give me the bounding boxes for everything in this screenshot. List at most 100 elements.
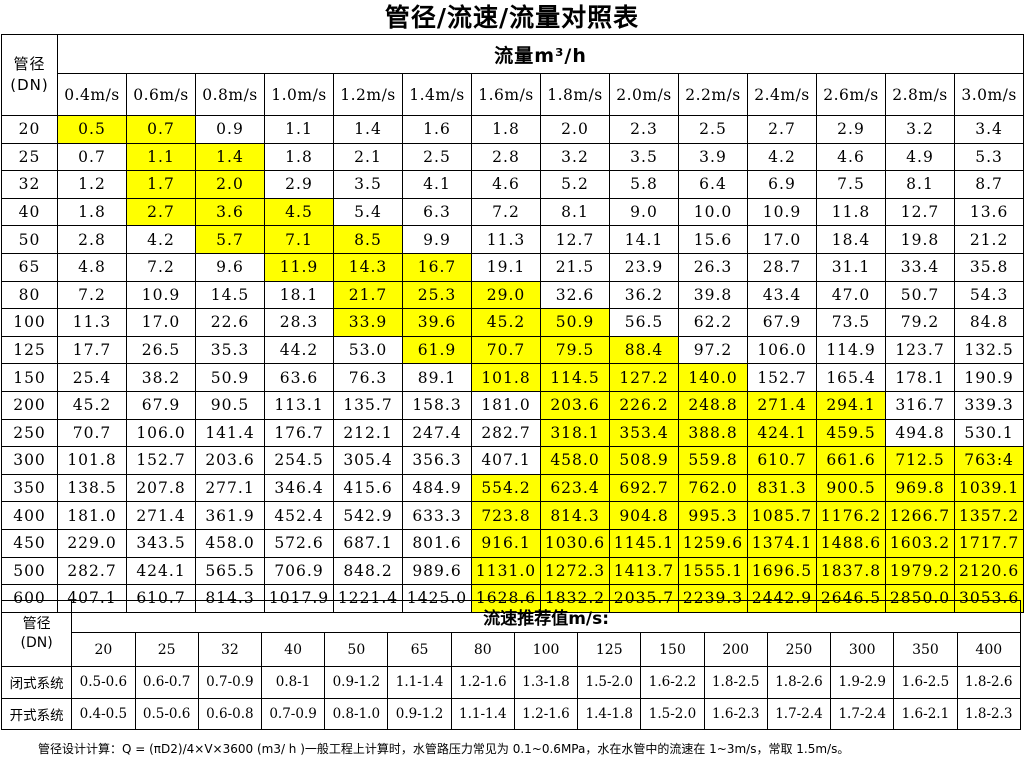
- flow-value: 10.9: [126, 280, 196, 310]
- flow-value: 1.4: [333, 115, 403, 144]
- flow-value: 63.6: [264, 363, 334, 392]
- dn-header: 350: [893, 632, 958, 667]
- page-title: 管径/流速/流量对照表: [384, 3, 640, 32]
- flow-value: 25.4: [57, 363, 127, 392]
- velocity-range: 1.8-2.3: [956, 697, 1022, 730]
- flow-value: 7.2: [126, 252, 196, 282]
- velocity-header: 2.6m/s: [816, 73, 886, 116]
- flow-value: 3.5: [333, 170, 403, 199]
- flow-value: 565.5: [195, 556, 265, 586]
- flow-value: 158.3: [402, 390, 472, 420]
- velocity-header: 2.4m/s: [747, 73, 817, 116]
- flow-value: 1.8: [264, 142, 334, 172]
- flow-value: 4.6: [816, 142, 886, 172]
- flow-value: 6.3: [402, 197, 472, 227]
- dn-corner-label-line: 管径: [13, 55, 46, 73]
- velocity-range: 0.8-1: [260, 666, 326, 699]
- flow-value: 14.5: [195, 280, 265, 310]
- flow-value-highlighted: 70.7: [471, 335, 541, 365]
- table-row: 150 25.4 38.2 50.9 63.6 76.3 89.1 101.8 114.5 127…: [1, 363, 1024, 392]
- flow-value-highlighted: 2120.6: [953, 556, 1024, 586]
- flow-value: 254.5: [264, 446, 334, 475]
- flow-value-highlighted: 88.4: [609, 335, 679, 365]
- flow-value: 43.4: [747, 280, 817, 310]
- dn-header: 80: [450, 632, 515, 667]
- dn-cell: 65: [1, 252, 58, 282]
- flow-value-highlighted: 1.4: [195, 142, 265, 172]
- flow-value-highlighted: 25.3: [402, 280, 472, 310]
- flow-value-highlighted: 1.1: [126, 142, 196, 172]
- dn-corner-label: 管径 (DN): [1, 34, 58, 116]
- recommend-header: 流速推荐值m/s:: [71, 600, 1021, 633]
- flow-value-highlighted: 1488.6: [816, 528, 886, 558]
- flow-value: 203.6: [195, 446, 265, 475]
- flow-value: 178.1: [885, 363, 955, 392]
- velocity-range: 1.5-2.0: [577, 666, 642, 699]
- dn-header: 200: [703, 632, 768, 667]
- flow-value-highlighted: 559.8: [678, 446, 748, 475]
- flow-value: 10.9: [747, 197, 817, 227]
- flow-value: 343.5: [126, 528, 196, 558]
- flow-value: 458.0: [195, 528, 265, 558]
- flow-value-highlighted: 1717.7: [953, 528, 1024, 558]
- flow-value: 50.9: [195, 363, 265, 392]
- flow-value: 67.9: [126, 390, 196, 420]
- flow-value: 3.4: [953, 115, 1024, 144]
- dn-cell: 20: [1, 115, 58, 144]
- flow-value: 15.6: [678, 225, 748, 254]
- system-row: 开式系统 0.4-0.5 0.5-0.6 0.6-0.8 0.7-0.9 0.8-1.0 0…: [0, 697, 1022, 730]
- flow-value-highlighted: 916.1: [471, 528, 541, 558]
- flow-value-highlighted: 50.9: [540, 308, 610, 337]
- velocity-range: 1.7-2.4: [830, 697, 895, 730]
- flow-value: 247.4: [402, 418, 472, 448]
- flow-value-highlighted: 1.7: [126, 170, 196, 199]
- flow-value: 452.4: [264, 501, 334, 530]
- velocity-header: 1.8m/s: [540, 73, 610, 116]
- dn-header: 300: [830, 632, 895, 667]
- flow-value: 5.2: [540, 170, 610, 199]
- flow-value: 18.1: [264, 280, 334, 310]
- flow-value: 45.2: [57, 390, 127, 420]
- dn-cell: 25: [1, 142, 58, 172]
- flow-value: 19.8: [885, 225, 955, 254]
- flow-value-highlighted: 0.5: [57, 115, 127, 144]
- flow-value: 7.2: [57, 280, 127, 310]
- flow-value: 229.0: [57, 528, 127, 558]
- velocity-header: 1.0m/s: [264, 73, 334, 116]
- flow-value: 53.0: [333, 335, 403, 365]
- flow-value-highlighted: 904.8: [609, 501, 679, 530]
- flow-value: 12.7: [885, 197, 955, 227]
- flow-value-highlighted: 814.3: [540, 501, 610, 530]
- flow-value-highlighted: 14.3: [333, 252, 403, 282]
- table-row: 450 229.0 343.5 458.0 572.6 687.1 801.6 916.1 10…: [1, 528, 1024, 558]
- velocity-header: 0.8m/s: [195, 73, 265, 116]
- flow-value-highlighted: 1979.2: [885, 556, 955, 586]
- flow-value: 2.9: [264, 170, 334, 199]
- flow-value: 11.3: [471, 225, 541, 254]
- flow-value-highlighted: 271.4: [747, 390, 817, 420]
- velocity-range: 1.6-2.3: [703, 697, 768, 730]
- flow-value-highlighted: 21.7: [333, 280, 403, 310]
- flow-value: 1.2: [57, 170, 127, 199]
- velocity-range: 0.4-0.5: [71, 697, 136, 730]
- table-row: 200 45.2 67.9 90.5 113.1 135.7 158.3 181.0 203.6…: [1, 390, 1024, 420]
- flow-unit-header: 流量m³/h: [56, 34, 1024, 74]
- velocity-range: 1.8-2.6: [766, 666, 832, 699]
- flow-value-highlighted: 248.8: [678, 390, 748, 420]
- flow-value: 9.0: [609, 197, 679, 227]
- flow-value-highlighted: 114.5: [540, 363, 610, 392]
- flow-value: 181.0: [471, 390, 541, 420]
- flow-value: 1.6: [402, 115, 472, 144]
- footnote: 管径设计计算：Q = (πD2)/4×V×3600 (m3/ h )一般工程上计…: [38, 742, 850, 756]
- flow-value: 67.9: [747, 308, 817, 337]
- flow-value: 989.6: [402, 556, 472, 586]
- flow-value-highlighted: 623.4: [540, 473, 610, 503]
- flow-value: 19.1: [471, 252, 541, 282]
- flow-value: 706.9: [264, 556, 334, 586]
- flow-value: 2.7: [747, 115, 817, 144]
- flow-value-highlighted: 1413.7: [609, 556, 679, 586]
- flow-value: 530.1: [953, 418, 1024, 448]
- flow-value: 0.7: [57, 142, 127, 172]
- velocity-range: 0.6-0.7: [134, 666, 199, 699]
- flow-value: 3.2: [885, 115, 955, 144]
